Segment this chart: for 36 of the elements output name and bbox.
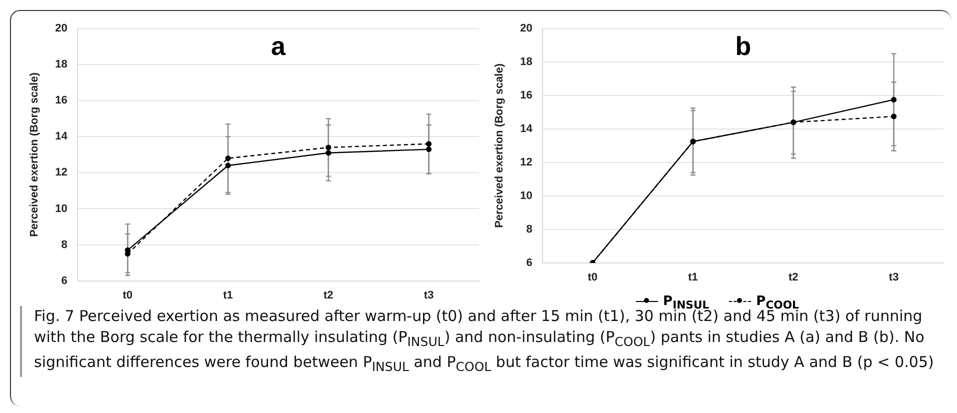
y-tick-label: 16	[55, 94, 68, 107]
y-tick-label: 18	[55, 58, 68, 71]
y-tick-label: 8	[526, 223, 532, 236]
y-tick-label: 10	[520, 190, 532, 202]
chart-title: a	[270, 30, 286, 61]
point	[326, 144, 332, 150]
y-tick-label: 8	[61, 238, 68, 251]
x-tick-label: t0	[588, 271, 598, 284]
x-tick-label: t2	[788, 271, 798, 284]
x-tick-label: t3	[424, 289, 434, 302]
x-tick-label: t0	[122, 289, 133, 302]
y-tick-label: 16	[520, 90, 532, 102]
y-tick-label: 20	[520, 22, 532, 35]
x-tick-label: t2	[324, 289, 334, 302]
y-tick-label: 6	[61, 274, 68, 287]
point	[891, 96, 897, 102]
point	[426, 146, 432, 152]
y-tick-label: 20	[55, 22, 68, 35]
x-tick-label: t3	[888, 271, 899, 284]
y-axis-title: Perceived exertion (Borg scale)	[494, 63, 506, 228]
y-tick-label: 12	[55, 166, 68, 179]
y-tick-label: 12	[520, 156, 532, 168]
point	[326, 150, 332, 156]
x-tick-label: t1	[688, 271, 698, 284]
y-tick-label: 18	[520, 56, 532, 68]
y-tick-label: 14	[520, 123, 534, 136]
chart-title: b	[735, 30, 752, 61]
y-tick-label: 14	[55, 130, 68, 143]
point	[225, 162, 231, 168]
point	[225, 156, 231, 162]
x-tick-label: t1	[223, 289, 233, 302]
y-tick-label: 10	[55, 202, 68, 215]
y-tick-label: 6	[526, 256, 532, 269]
y-axis-title: Perceived exertion (Borg scale)	[28, 72, 41, 237]
point	[891, 114, 897, 120]
point	[426, 141, 432, 147]
